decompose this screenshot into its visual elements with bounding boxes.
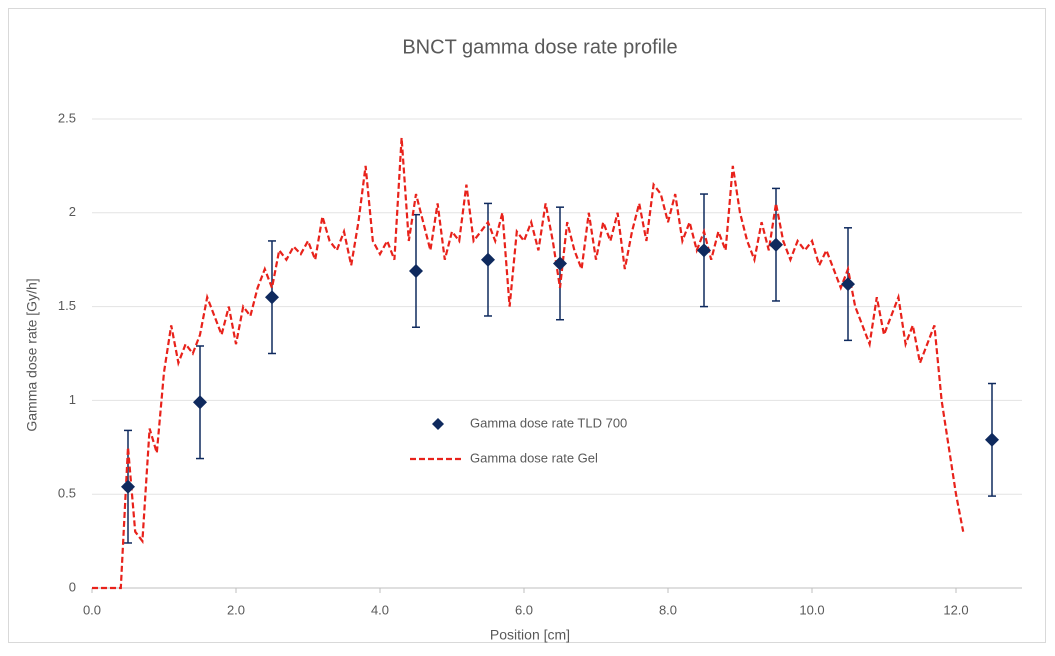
chart-title: BNCT gamma dose rate profile [402,36,677,58]
tld-marker [553,256,567,271]
y-axis-label: Gamma dose rate [Gy/h] [24,278,40,431]
y-tick-label: 0 [69,579,76,594]
legend-label: Gamma dose rate TLD 700 [470,415,627,430]
x-tick-label: 8.0 [659,602,677,617]
y-tick-label: 1 [69,392,76,407]
tld-marker [481,252,495,267]
tld-marker [769,237,783,252]
y-tick-label: 0.5 [58,486,76,501]
tld-marker [265,290,279,305]
tld-marker [697,243,711,258]
gel-line [92,137,965,590]
tld-marker [985,432,999,447]
x-tick-label: 6.0 [515,602,533,617]
tld-marker [193,395,207,410]
x-tick-label: 10.0 [799,602,824,617]
x-tick-label: 0.0 [83,602,101,617]
legend-label: Gamma dose rate Gel [470,450,598,465]
x-tick-label: 4.0 [371,602,389,617]
y-tick-label: 2 [69,204,76,219]
tld-marker [121,479,135,494]
legend-marker [432,418,444,430]
x-axis-label: Position [cm] [490,627,570,643]
chart-frame [8,8,1046,643]
tld-marker [841,277,855,292]
x-tick-label: 2.0 [227,602,245,617]
y-tick-label: 1.5 [58,298,76,313]
tld-marker [409,263,423,278]
y-tick-label: 2.5 [58,110,76,125]
x-tick-label: 12.0 [943,602,968,617]
